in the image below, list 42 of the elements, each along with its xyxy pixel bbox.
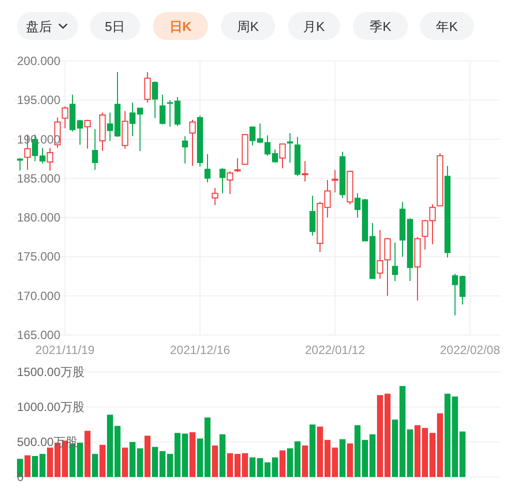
bar bbox=[144, 436, 150, 477]
y-tick-label: 175.000 bbox=[17, 250, 61, 264]
bar bbox=[92, 454, 98, 477]
bar bbox=[220, 434, 226, 477]
candlestick bbox=[332, 169, 338, 194]
bar bbox=[84, 430, 90, 477]
candlestick bbox=[392, 242, 398, 282]
bar bbox=[190, 432, 196, 477]
y-tick-label: 165.000 bbox=[17, 328, 61, 342]
y-tick-label: 1000.00万股 bbox=[17, 400, 84, 414]
candlestick bbox=[302, 160, 308, 182]
bar bbox=[24, 455, 30, 477]
x-tick-label: 2022/02/08 bbox=[440, 343, 500, 357]
text: 月K bbox=[303, 19, 326, 34]
candlestick bbox=[182, 136, 188, 164]
candlestick bbox=[287, 132, 293, 164]
candlestick bbox=[92, 128, 98, 170]
bar bbox=[280, 450, 286, 477]
y-tick-label: 180.000 bbox=[17, 210, 61, 225]
x-tick-label: 2021/11/19 bbox=[35, 343, 95, 357]
text: 年K bbox=[436, 19, 458, 34]
y-tick-label: 200.000 bbox=[17, 54, 61, 68]
x-tick-label: 2022/01/12 bbox=[304, 343, 366, 357]
bar bbox=[310, 424, 316, 477]
y-tick-label: 195.000 bbox=[17, 93, 61, 108]
text: 周K bbox=[237, 19, 260, 34]
text: 日K bbox=[169, 19, 192, 34]
text: 5日 bbox=[104, 19, 126, 34]
y-tick-label: 185.000 bbox=[17, 171, 61, 186]
y-tick-label: 1500.00万股 bbox=[17, 365, 84, 379]
y-tick-label: 170.000 bbox=[17, 288, 61, 303]
candlestick bbox=[212, 187, 218, 206]
candlestick bbox=[444, 165, 450, 258]
bar bbox=[340, 439, 346, 477]
bar bbox=[122, 448, 128, 477]
bar bbox=[212, 446, 218, 477]
bar bbox=[347, 443, 353, 477]
text: 盘后 bbox=[26, 19, 52, 34]
bar bbox=[302, 446, 308, 477]
x-tick-label: 2021/12/16 bbox=[170, 343, 230, 357]
text: 季K bbox=[370, 19, 392, 34]
bar bbox=[100, 444, 106, 477]
